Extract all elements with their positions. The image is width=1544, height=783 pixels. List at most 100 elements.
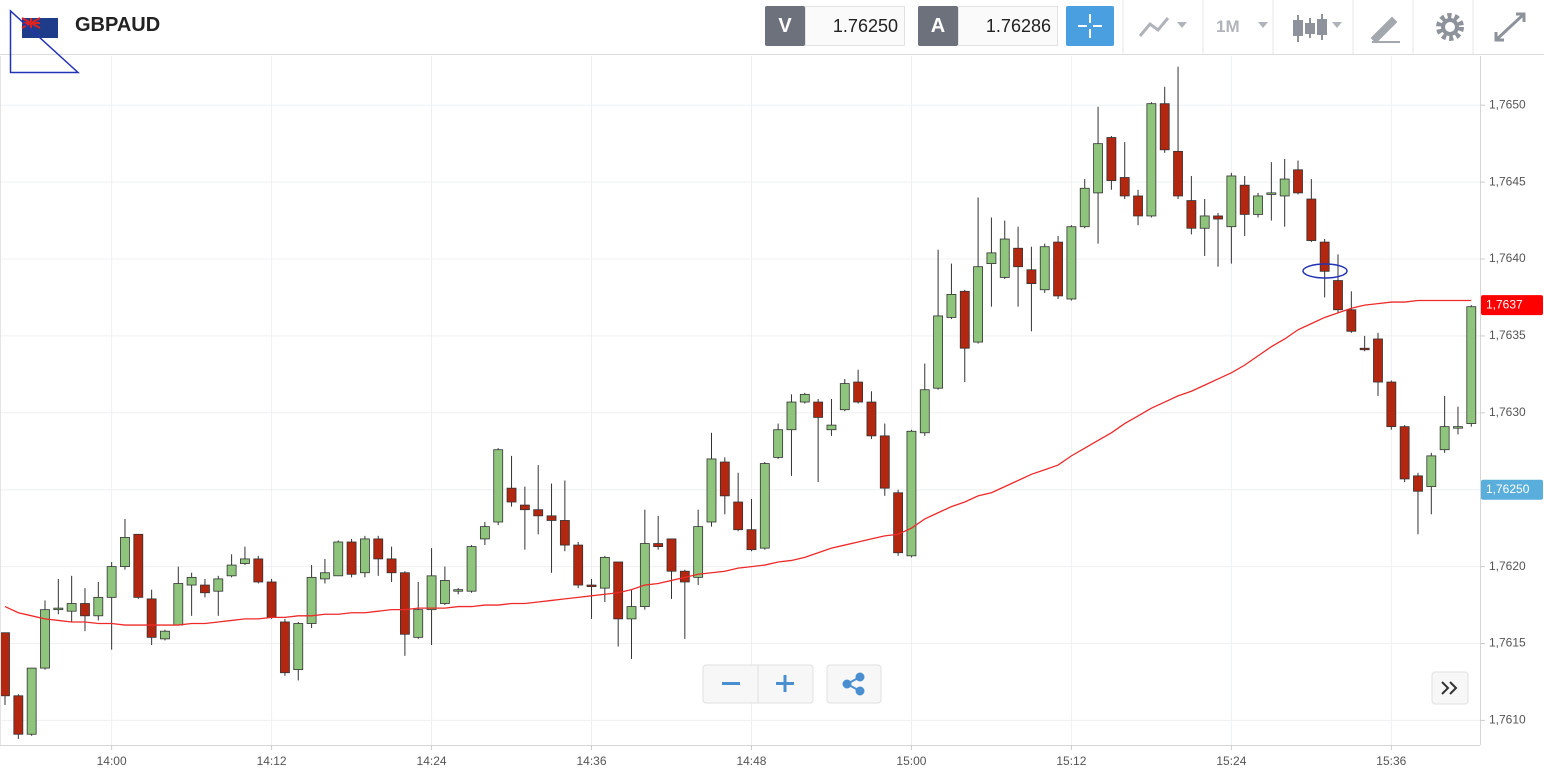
candle-body — [200, 584, 210, 594]
candle-body — [853, 381, 864, 403]
flag-and-drawing — [9, 9, 80, 74]
candle-body — [653, 543, 664, 548]
candle-body — [453, 589, 464, 592]
zoom-in-v — [783, 675, 787, 692]
candle-body — [160, 630, 170, 640]
candle-body — [1253, 195, 1263, 215]
candle-body — [1399, 426, 1410, 480]
scroll-end-icon — [1441, 681, 1458, 695]
candle-body — [1333, 280, 1343, 311]
candle-body — [293, 623, 304, 671]
candle-body — [1359, 347, 1370, 351]
candle-body — [893, 492, 904, 554]
zoom-out[interactable] — [722, 682, 740, 685]
candle-body — [1426, 455, 1437, 488]
candle-body — [786, 401, 797, 431]
drawing-ellipse[interactable] — [1302, 263, 1348, 279]
candle-body — [1093, 143, 1103, 194]
candle-body — [533, 509, 544, 517]
candle-body — [519, 504, 530, 511]
candle-body — [213, 578, 224, 592]
y-tick-label: 1,7640 — [1489, 251, 1526, 265]
bid-price[interactable]: 1.76250 — [805, 6, 905, 46]
candle-body — [493, 449, 504, 523]
zoom-buttons — [702, 664, 1469, 705]
candle-body — [306, 576, 317, 624]
candle-body — [1199, 215, 1210, 229]
candle-body — [1026, 269, 1037, 285]
candle-body — [1119, 177, 1130, 197]
candle-body — [1306, 198, 1317, 241]
candle-body — [959, 290, 970, 349]
candle-body — [13, 695, 24, 735]
price-label: 1,7637 — [1486, 297, 1523, 311]
drawing-triangle[interactable] — [9, 9, 80, 74]
candle-body — [986, 252, 997, 265]
candle-body — [799, 393, 810, 403]
ask-price[interactable]: 1.76286 — [958, 6, 1058, 46]
candle-body — [733, 501, 744, 531]
settings-icon[interactable] — [1436, 13, 1464, 41]
candle-body — [1159, 103, 1170, 151]
candle-body — [133, 533, 144, 598]
candle-body — [639, 543, 650, 607]
candle-body — [80, 603, 90, 617]
candle-body — [773, 429, 784, 458]
candle-body — [146, 598, 157, 638]
y-tick-label: 1,7610 — [1489, 713, 1526, 727]
candle-body — [1293, 169, 1303, 194]
candle-body — [1213, 215, 1223, 220]
candle-body — [626, 606, 637, 620]
separators — [1122, 0, 1474, 55]
candle-body — [933, 315, 943, 389]
scroll-end-button[interactable] — [1431, 671, 1469, 705]
candle-body — [546, 515, 557, 521]
x-tick-label: 15:36 — [1376, 754, 1406, 768]
candle-body — [1173, 150, 1183, 197]
candle-body — [1266, 192, 1277, 195]
candle-body — [1133, 195, 1143, 217]
flag-cross — [21, 17, 41, 29]
candles-icon[interactable] — [1293, 14, 1327, 42]
candle-body — [280, 621, 290, 674]
candle-body — [1279, 178, 1290, 197]
candle-body — [906, 430, 917, 557]
candle-body — [466, 546, 477, 592]
share-button[interactable] — [826, 664, 882, 704]
fullscreen-icon[interactable] — [1494, 12, 1526, 42]
x-tick-label: 14:00 — [97, 754, 127, 768]
candle-body — [693, 526, 704, 578]
x-tick-label: 14:36 — [577, 754, 607, 768]
candle-body — [946, 293, 957, 318]
crosshair-button[interactable] — [1066, 6, 1114, 46]
candle-body — [919, 389, 930, 434]
ask-label[interactable]: A — [918, 6, 958, 46]
y-tick-label: 1,7615 — [1489, 636, 1526, 650]
price-label-box — [1481, 479, 1543, 500]
candle-body — [1413, 475, 1423, 492]
x-tick-label: 14:48 — [736, 754, 766, 768]
drawing-tool-icon[interactable] — [1370, 16, 1400, 44]
bid-label[interactable]: V — [765, 6, 805, 46]
candle-body — [106, 566, 117, 598]
x-tick-label: 14:12 — [257, 754, 287, 768]
candle-body — [1346, 309, 1357, 332]
marks — [0, 66, 1477, 739]
candle-body — [266, 581, 277, 618]
candle-body — [0, 632, 10, 697]
candle-body — [1226, 175, 1237, 228]
x-tick-label: 15:12 — [1056, 754, 1086, 768]
candle-body — [506, 487, 517, 503]
candle-body — [66, 603, 77, 612]
candle-body — [253, 558, 264, 583]
candle-body — [813, 401, 824, 418]
candle-body — [1106, 137, 1117, 181]
timeframe[interactable]: 1M — [1216, 17, 1240, 36]
candle-body — [1066, 226, 1077, 300]
chart-type-icon[interactable] — [1138, 17, 1170, 37]
candle-body — [479, 526, 490, 540]
candle-body — [53, 607, 64, 611]
candle-body — [746, 529, 757, 551]
candle-body — [1319, 241, 1330, 272]
